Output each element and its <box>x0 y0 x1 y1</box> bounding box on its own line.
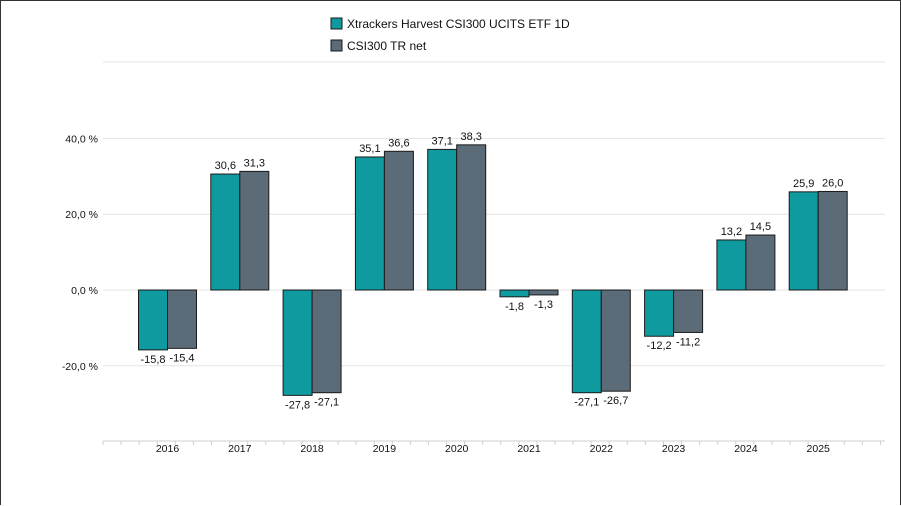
data-label: -26,7 <box>603 395 628 407</box>
x-tick-label: 2016 <box>156 443 180 455</box>
x-tick-label: 2023 <box>662 443 686 455</box>
data-label: 35,1 <box>359 143 380 155</box>
bar-etf <box>788 191 819 291</box>
data-label: 30,6 <box>215 160 236 172</box>
data-label: 13,2 <box>721 226 742 238</box>
legend-swatch <box>330 39 343 52</box>
data-label: 36,6 <box>388 137 409 149</box>
y-tick-label: 20,0 % <box>65 209 98 221</box>
y-tick-label: -20,0 % <box>62 361 98 373</box>
data-label: 26,0 <box>822 177 843 189</box>
legend-swatch <box>330 17 343 30</box>
y-tick-label: 40,0 % <box>65 133 98 145</box>
bar-etf <box>210 173 241 291</box>
bar-etf <box>138 289 168 351</box>
legend-label: Xtrackers Harvest CSI300 UCITS ETF 1D <box>347 17 570 31</box>
bar-index <box>311 289 342 394</box>
data-label: 14,5 <box>750 221 771 233</box>
data-label: -27,1 <box>314 397 339 409</box>
data-label: -15,4 <box>169 352 194 364</box>
data-label: -1,3 <box>534 299 553 311</box>
bar-etf <box>644 289 675 337</box>
bar-etf <box>571 289 602 394</box>
bar-index <box>456 144 487 291</box>
bar-index <box>528 289 559 296</box>
bar-index <box>239 170 270 291</box>
data-label: -27,8 <box>285 399 310 411</box>
bar-index <box>673 289 704 333</box>
x-tick-label: 2025 <box>807 443 831 455</box>
x-tick-label: 2024 <box>734 443 758 455</box>
data-label: -15,8 <box>140 354 165 366</box>
data-label: -27,1 <box>574 397 599 409</box>
bar-index <box>600 289 631 392</box>
bar-index <box>745 234 776 291</box>
x-tick-label: 2022 <box>590 443 614 455</box>
bar-index <box>167 289 197 349</box>
bar-etf <box>499 289 530 298</box>
x-tick-label: 2021 <box>517 443 541 455</box>
x-tick-label: 2019 <box>373 443 397 455</box>
x-tick-label: 2017 <box>228 443 252 455</box>
bar-index <box>817 190 848 291</box>
y-tick-label: 0,0 % <box>71 285 98 297</box>
bar-index <box>383 150 414 291</box>
data-label: 25,9 <box>793 178 814 190</box>
data-label: 31,3 <box>244 157 265 169</box>
data-label: -1,8 <box>505 301 524 313</box>
bar-etf <box>354 156 385 291</box>
data-label: -11,2 <box>676 336 700 348</box>
bar-etf <box>427 148 458 291</box>
x-tick-label: 2020 <box>445 443 469 455</box>
legend-label: CSI300 TR net <box>347 39 427 53</box>
x-tick-label: 2018 <box>300 443 324 455</box>
bar-etf <box>282 289 313 396</box>
data-label: 38,3 <box>460 131 481 143</box>
data-label: -12,2 <box>647 340 672 352</box>
data-label: 37,1 <box>431 135 452 147</box>
bar-etf <box>716 239 747 291</box>
